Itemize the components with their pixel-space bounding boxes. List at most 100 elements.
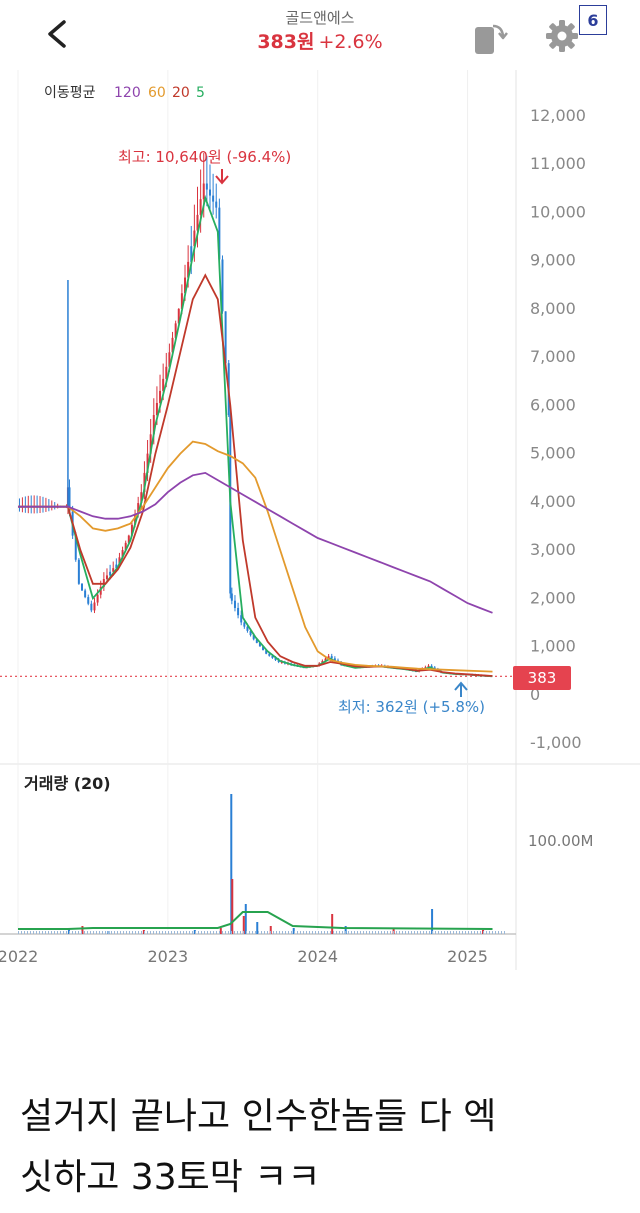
candle-body: [205, 183, 208, 190]
candle-body: [262, 646, 265, 651]
gear-icon: [546, 20, 578, 52]
y-tick-label: -1,000: [530, 733, 582, 752]
volume-bar: [111, 931, 112, 934]
volume-bar: [288, 931, 289, 934]
volume-bar: [411, 931, 412, 934]
volume-bar: [142, 930, 145, 934]
volume-bar: [117, 931, 118, 934]
volume-bar: [114, 931, 115, 934]
volume-bar: [297, 931, 298, 934]
volume-bar: [165, 931, 166, 934]
volume-bar: [363, 931, 364, 934]
volume-bar: [240, 931, 241, 934]
candle-body: [84, 590, 87, 598]
candle-body: [184, 277, 187, 294]
volume-bar: [132, 931, 133, 934]
volume-bar: [27, 931, 28, 934]
volume-bar: [273, 931, 274, 934]
volume-bar: [51, 931, 52, 934]
candle-body: [271, 655, 274, 658]
volume-bar: [474, 931, 475, 934]
volume-bar: [354, 931, 355, 934]
legend-ma120: 120: [114, 85, 141, 101]
volume-bar: [396, 931, 397, 934]
settings-button[interactable]: [542, 16, 582, 56]
y-tick-label: 1,000: [530, 637, 576, 656]
volume-bar: [321, 931, 322, 934]
candle-body: [240, 615, 243, 623]
volume-bar: [292, 928, 295, 934]
volume-bar: [216, 931, 217, 934]
volume-bar: [291, 931, 292, 934]
candle-body: [96, 594, 99, 603]
candle-body: [171, 337, 174, 353]
volume-bar: [195, 931, 196, 934]
volume-bar: [90, 931, 91, 934]
chart-canvas[interactable]: 12,000 11,000 10,000 9,000 8,000 7,000 6,000 5,…: [0, 70, 640, 1000]
volume-bar: [309, 931, 310, 934]
back-button[interactable]: [38, 12, 78, 56]
low-annotation: 최저: 362원 (+5.8%): [338, 698, 485, 716]
volume-bar: [387, 931, 388, 934]
volume-bar: [372, 931, 373, 934]
volume-bar: [201, 931, 202, 934]
volume-bar: [162, 931, 163, 934]
volume-bar: [276, 931, 277, 934]
rotate-icon: [475, 24, 508, 54]
candle-body: [258, 642, 261, 647]
candle-body: [155, 402, 158, 416]
volume-bar: [75, 931, 76, 934]
candle-body: [112, 568, 115, 572]
volume-bar: [489, 931, 490, 934]
y-tick-label: 0: [530, 685, 540, 704]
stock-chart[interactable]: 12,000 11,000 10,000 9,000 8,000 7,000 6,000 5,…: [0, 70, 640, 1000]
legend-label: 이동평균: [44, 85, 96, 101]
candle-body: [246, 626, 249, 631]
volume-bar: [348, 931, 349, 934]
chart-grid: 12,000 11,000 10,000 9,000 8,000 7,000 6,000 5,…: [0, 70, 640, 970]
candle-body: [159, 390, 162, 403]
rotate-screen-button[interactable]: [470, 18, 510, 58]
volume-bar: [30, 931, 31, 934]
volume-bar: [18, 931, 19, 934]
candle-body: [93, 602, 96, 611]
current-price-line: 383원 +2.6%: [200, 28, 440, 56]
volume-bar: [324, 931, 325, 934]
candle-body: [265, 650, 268, 654]
candle-body: [118, 557, 121, 565]
candle-body: [149, 434, 152, 454]
volume-bar: [210, 931, 211, 934]
up-arrow-icon: [454, 681, 468, 697]
volume-bar: [234, 931, 235, 934]
volume-bar: [180, 931, 181, 934]
candle-body: [252, 635, 255, 640]
y-tick-label: 12,000: [530, 106, 586, 125]
volume-bar: [264, 931, 265, 934]
volume-bar: [171, 931, 172, 934]
volume-bar: [312, 931, 313, 934]
volume-bar: [465, 931, 466, 934]
volume-bar: [426, 931, 427, 934]
volume-bar: [351, 931, 352, 934]
volume-bar: [270, 931, 271, 934]
volume-bar: [402, 931, 403, 934]
volume-bar: [486, 931, 487, 934]
legend-ma20: 20: [172, 85, 190, 101]
volume-bar: [282, 931, 283, 934]
candle-body: [274, 657, 277, 660]
candle-body: [174, 323, 177, 338]
volume-bar: [87, 931, 88, 934]
y-tick-label: 7,000: [530, 347, 576, 366]
volume-bar: [408, 931, 409, 934]
volume-bar: [444, 931, 445, 934]
volume-bar: [123, 931, 124, 934]
y-tick-label: 4,000: [530, 492, 576, 511]
candle-body: [196, 214, 199, 231]
volume-bar: [198, 931, 199, 934]
volume-bar: [495, 931, 496, 934]
volume-bar: [331, 914, 334, 934]
volume-bar: [432, 931, 433, 934]
volume-bar: [213, 931, 214, 934]
volume-bar: [405, 931, 406, 934]
candle-body: [180, 293, 183, 309]
